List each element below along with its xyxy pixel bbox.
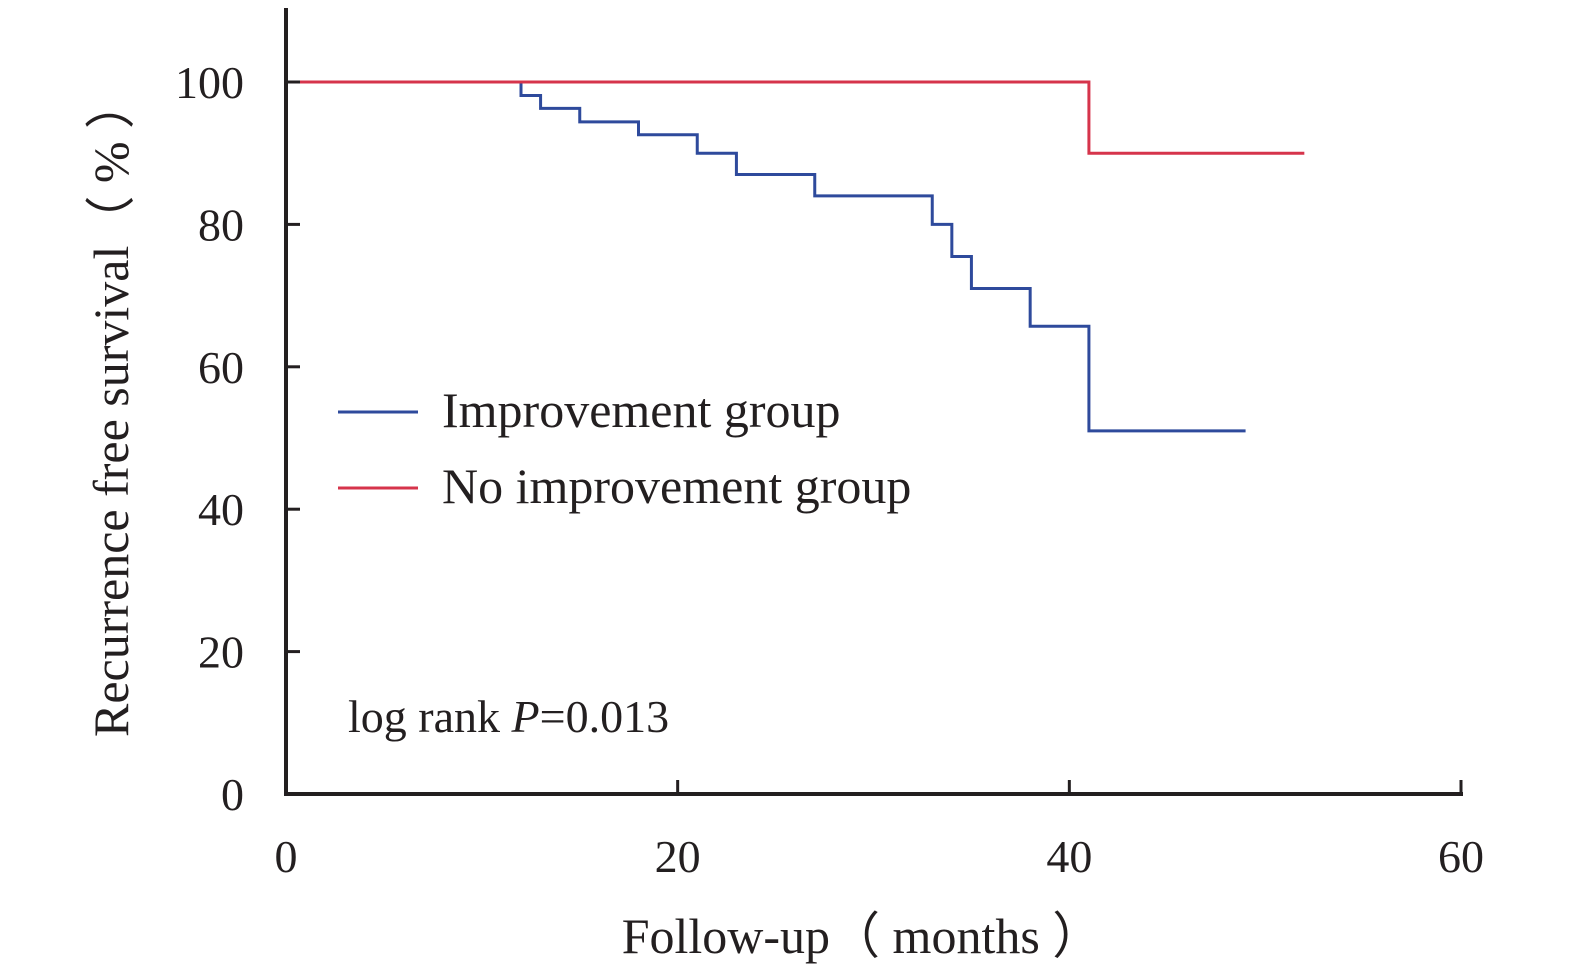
y-tick-label: 20 (198, 627, 244, 678)
legend-label-no-improvement: No improvement group (442, 458, 911, 514)
annotation-suffix: =0.013 (540, 691, 669, 742)
y-tick-label: 0 (221, 769, 244, 820)
x-tick-label: 0 (275, 831, 298, 882)
annotation-prefix: log rank (348, 691, 512, 742)
legend: Improvement group No improvement group (338, 382, 911, 514)
x-tick-label: 20 (655, 831, 701, 882)
ticks: 0 20 40 60 80 100 0 20 40 60 (175, 57, 1484, 882)
axes (284, 8, 1463, 796)
log-rank-annotation: log rank P=0.013 (348, 691, 669, 742)
y-tick-label: 60 (198, 342, 244, 393)
x-tick-label: 60 (1438, 831, 1484, 882)
series-lines (286, 80, 1305, 433)
legend-label-improvement: Improvement group (442, 382, 841, 438)
y-tick-label: 100 (175, 57, 244, 108)
annotation-italic: P (511, 691, 540, 742)
x-axis-title: Follow-up（ months ） (622, 908, 1103, 964)
y-axis-title: Recurrence free survival（ % ） (83, 79, 139, 737)
y-tick-label: 40 (198, 484, 244, 535)
x-tick-label: 40 (1046, 831, 1092, 882)
series-line-0 (286, 80, 1246, 433)
y-tick-label: 80 (198, 199, 244, 250)
series-line-1 (286, 80, 1305, 155)
